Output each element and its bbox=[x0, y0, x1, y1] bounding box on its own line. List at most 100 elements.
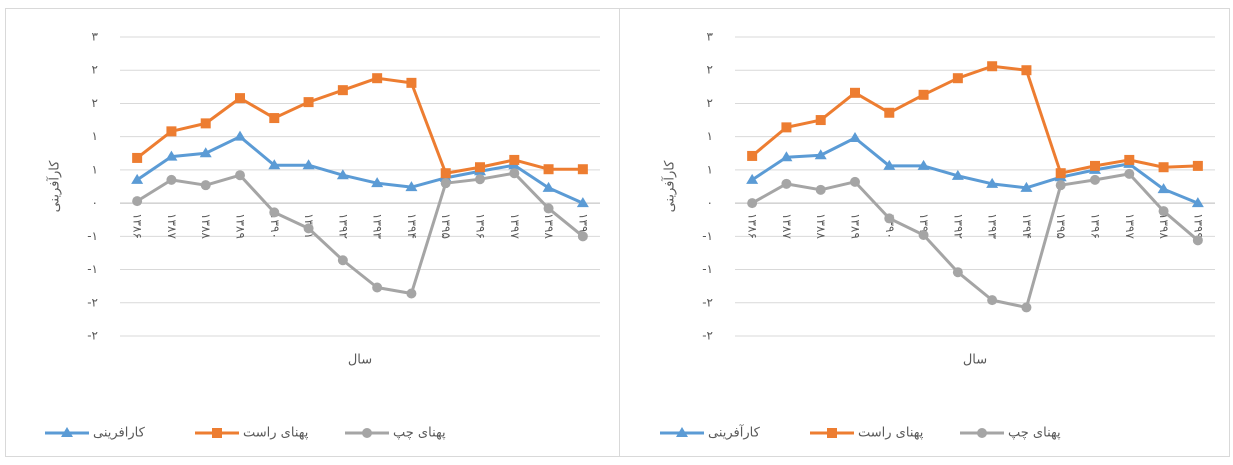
y-tick-label: -۲ bbox=[87, 329, 98, 343]
y-tick-label: ۲ bbox=[707, 96, 713, 110]
legend-label: پهنای چپ bbox=[393, 426, 446, 441]
series-line bbox=[751, 64, 1198, 175]
marker bbox=[542, 181, 555, 192]
y-tick-label: ۳ bbox=[92, 30, 99, 44]
marker bbox=[166, 126, 177, 137]
x-tick-label: ۱۳۹۰ bbox=[268, 213, 282, 239]
marker bbox=[1124, 168, 1135, 179]
marker bbox=[781, 178, 792, 189]
x-axis-title: سال bbox=[348, 353, 372, 368]
legend-marker bbox=[827, 428, 837, 438]
marker bbox=[372, 282, 383, 293]
marker bbox=[303, 97, 314, 108]
marker bbox=[987, 295, 998, 306]
marker bbox=[1158, 206, 1169, 217]
y-tick-label: ۲ bbox=[707, 63, 713, 77]
marker bbox=[780, 151, 793, 162]
x-tick-label: ۱۳۹۲ bbox=[951, 213, 965, 239]
marker bbox=[747, 198, 758, 209]
legend-marker bbox=[212, 428, 222, 438]
marker bbox=[235, 170, 245, 181]
y-tick-label: -۲ bbox=[702, 329, 713, 343]
x-tick-label: ۱۳۹۵ bbox=[439, 213, 453, 239]
marker bbox=[543, 164, 554, 175]
marker bbox=[815, 184, 826, 195]
marker bbox=[303, 223, 314, 234]
series-line bbox=[136, 135, 584, 205]
marker bbox=[131, 173, 144, 184]
y-tick-label: -۱ bbox=[87, 262, 98, 276]
x-tick-label: ۱۳۸۷ bbox=[165, 213, 179, 239]
legend-marker bbox=[362, 428, 372, 438]
y-tick-label: ۱ bbox=[92, 162, 98, 176]
marker bbox=[132, 196, 143, 207]
marker bbox=[918, 89, 929, 100]
x-tick-label: ۱۳۹۷ bbox=[508, 213, 522, 239]
x-tick-label: ۱۳۹۵ bbox=[1054, 213, 1068, 239]
legend-label: کارافرینی bbox=[93, 426, 146, 441]
marker bbox=[884, 213, 895, 224]
series-line bbox=[136, 171, 584, 295]
marker bbox=[405, 181, 418, 192]
y-tick-label: ۲ bbox=[92, 96, 98, 110]
marker bbox=[268, 159, 281, 170]
marker bbox=[509, 168, 520, 179]
marker bbox=[815, 115, 826, 126]
marker bbox=[440, 168, 451, 179]
y-tick-label: ۲ bbox=[92, 63, 98, 77]
x-tick-label: ۱۳۸۸ bbox=[814, 213, 828, 239]
legend-marker bbox=[61, 427, 73, 437]
series-line bbox=[751, 172, 1199, 309]
marker bbox=[1192, 160, 1203, 171]
marker bbox=[199, 147, 212, 158]
marker bbox=[577, 231, 588, 242]
x-tick-label: ۱۳۹۴ bbox=[1020, 213, 1034, 239]
y-tick-label: -۱ bbox=[702, 229, 713, 243]
marker bbox=[1021, 65, 1032, 76]
marker bbox=[952, 73, 963, 84]
marker bbox=[1090, 174, 1100, 185]
legend-label: پهنای چپ bbox=[1008, 426, 1061, 441]
marker bbox=[952, 267, 963, 278]
y-tick-label: ۱ bbox=[707, 129, 713, 143]
marker bbox=[234, 130, 246, 141]
marker bbox=[475, 162, 485, 173]
marker bbox=[200, 180, 211, 191]
marker bbox=[406, 288, 417, 299]
marker bbox=[200, 118, 211, 129]
marker bbox=[509, 154, 520, 165]
marker bbox=[1055, 180, 1066, 191]
legend-label: پهنای راست bbox=[858, 426, 924, 441]
marker bbox=[1124, 154, 1135, 165]
marker bbox=[1191, 197, 1204, 208]
marker bbox=[849, 131, 861, 142]
marker bbox=[814, 149, 827, 160]
x-tick-label: ۱۳۹۶ bbox=[1089, 213, 1103, 239]
marker bbox=[1090, 160, 1100, 171]
y-tick-label: ۰ bbox=[92, 196, 98, 210]
marker bbox=[372, 73, 383, 84]
x-tick-label: ۱۳۹۲ bbox=[336, 213, 350, 239]
y-axis-title: کارآفرینی bbox=[46, 160, 63, 213]
marker bbox=[850, 87, 860, 98]
marker bbox=[850, 176, 860, 187]
x-tick-label: ۱۳۹۸ bbox=[1157, 213, 1171, 239]
x-tick-label: ۱۳۸۷ bbox=[780, 213, 794, 239]
marker bbox=[576, 197, 589, 208]
marker bbox=[951, 169, 964, 180]
legend-marker bbox=[676, 427, 688, 437]
y-axis-title: کارآفرینی bbox=[661, 160, 678, 213]
x-tick-label: ۱۳۸۹ bbox=[234, 213, 248, 239]
marker bbox=[1020, 181, 1033, 192]
marker bbox=[781, 122, 792, 133]
x-tick-label: ۱۳۸۶ bbox=[746, 213, 760, 239]
marker bbox=[336, 169, 349, 180]
marker bbox=[1055, 168, 1066, 179]
x-tick-label: ۱۳۹۸ bbox=[542, 213, 556, 239]
y-tick-label: ۰ bbox=[707, 196, 713, 210]
x-tick-label: ۱۳۹۶ bbox=[474, 213, 488, 239]
y-tick-label: -۲ bbox=[702, 295, 713, 309]
marker bbox=[1192, 235, 1203, 246]
marker bbox=[747, 150, 758, 161]
marker bbox=[918, 230, 929, 241]
